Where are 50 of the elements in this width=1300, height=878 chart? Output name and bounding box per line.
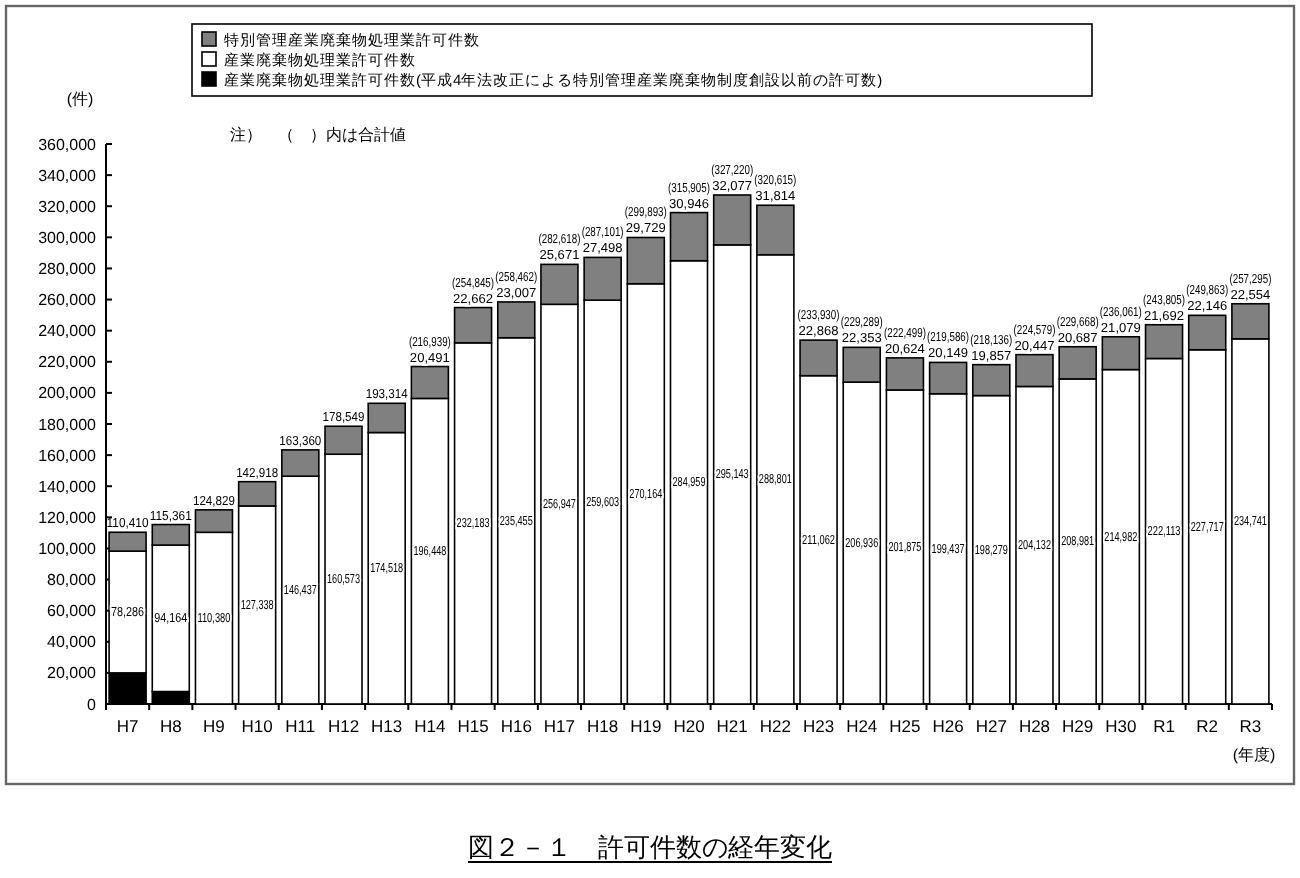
x-tick-label: H30 — [1105, 716, 1137, 736]
x-tick-label: H19 — [630, 716, 662, 736]
y-tick-label: 320,000 — [38, 197, 98, 216]
y-tick-label: 120,000 — [38, 508, 98, 527]
y-tick-label: 60,000 — [47, 602, 98, 621]
x-tick-label: H16 — [500, 716, 533, 736]
y-tick-label: 20,000 — [47, 664, 98, 683]
x-tick-label: H8 — [159, 716, 183, 736]
x-tick-label: H23 — [802, 716, 835, 736]
x-tick-label: H28 — [1018, 716, 1051, 736]
x-tick-label: H7 — [116, 716, 139, 736]
y-tick-label: 80,000 — [47, 571, 98, 590]
x-tick-label: H18 — [587, 716, 619, 736]
x-tick-label: H10 — [241, 716, 274, 736]
x-tick-label: H29 — [1062, 716, 1094, 736]
x-tick-label: R1 — [1153, 716, 1176, 736]
x-tick-label: H12 — [327, 716, 360, 736]
y-tick-label: 280,000 — [38, 260, 98, 279]
y-tick-label: 300,000 — [38, 228, 98, 247]
y-tick-label: 220,000 — [38, 353, 98, 372]
x-tick-label: R2 — [1196, 716, 1219, 736]
x-tick-label: H17 — [543, 716, 576, 736]
y-tick-label: 140,000 — [38, 477, 98, 496]
x-tick-label: H24 — [846, 716, 878, 736]
y-axis-title: (件) — [66, 90, 94, 108]
y-tick-label: 200,000 — [38, 384, 98, 403]
y-tick-label: 260,000 — [38, 291, 98, 310]
x-tick-label: H21 — [716, 716, 749, 736]
x-tick-label: H22 — [759, 716, 792, 736]
text: 図２－１ 許可件数の経年変化 — [468, 832, 832, 862]
y-tick-label: 100,000 — [38, 540, 98, 559]
x-tick-label: H13 — [371, 716, 403, 736]
y-tick-label: 0 — [87, 695, 98, 714]
x-tick-label: H9 — [203, 716, 226, 736]
x-tick-label: H26 — [932, 716, 965, 736]
y-tick-label: 160,000 — [38, 446, 98, 465]
y-tick-label: 360,000 — [38, 135, 98, 154]
x-tick-label: H27 — [975, 716, 1008, 736]
x-axis-title: (年度) — [1232, 746, 1276, 764]
x-tick-label: H20 — [673, 716, 706, 736]
annotation: 注） （ ）内は合計値 — [230, 126, 406, 144]
y-tick-label: 240,000 — [38, 322, 98, 341]
x-tick-label: R3 — [1239, 716, 1262, 736]
x-tick-label: H14 — [414, 716, 447, 736]
x-tick-label: H25 — [889, 716, 922, 736]
y-tick-label: 40,000 — [47, 633, 98, 652]
y-tick-label: 340,000 — [38, 166, 98, 185]
x-tick-label: H15 — [457, 716, 490, 736]
x-tick-label: H11 — [285, 716, 316, 736]
y-tick-label: 180,000 — [38, 415, 98, 434]
